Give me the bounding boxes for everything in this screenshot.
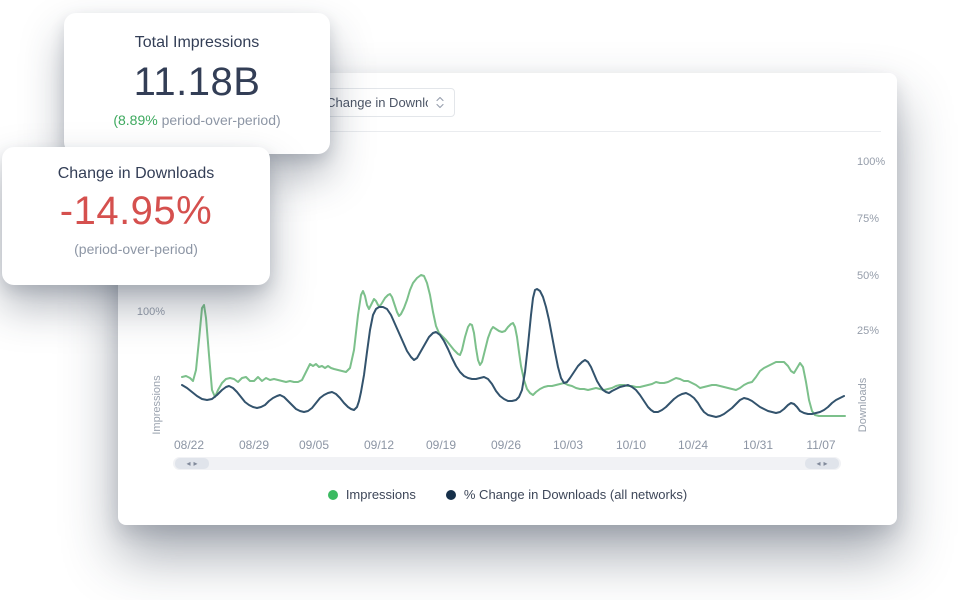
x-axis-tick: 09/19 [425, 438, 457, 452]
chart-panel: % Change in Downloads 100% 100% 75% 50% 25%… [118, 73, 897, 525]
range-scrollbar-right-handle[interactable]: ◂ ▸ [805, 458, 839, 469]
right-axis-tick: 100% [857, 156, 886, 168]
metric-select-value: % Change in Downloads [311, 95, 428, 110]
right-axis-ticks: 100% 75% 50% 25% [857, 140, 895, 435]
select-caret-icon [436, 96, 444, 109]
legend-item-downloads[interactable]: % Change in Downloads (all networks) [445, 487, 688, 502]
plot-area [175, 140, 846, 435]
impressions-legend-dot [327, 489, 338, 500]
card-title: Change in Downloads [57, 165, 215, 182]
chart-legend: Impressions % Change in Downloads (all n… [118, 487, 897, 502]
line-chart [181, 274, 846, 418]
range-scrollbar-left-handle[interactable]: ◂ ▸ [175, 458, 209, 469]
x-axis-tick: 09/12 [363, 438, 395, 452]
toolbar-divider [135, 131, 881, 132]
left-axis-title: Impressions [151, 375, 163, 435]
x-axis-labels: 08/22 08/29 09/05 09/12 09/19 09/26 10/03 10/10… [173, 437, 845, 453]
x-axis-tick: 10/10 [615, 438, 647, 452]
x-axis-tick: 10/24 [677, 438, 709, 452]
right-axis-tick: 50% [857, 270, 880, 282]
impressions-delta: (8.89% [113, 112, 158, 128]
downloads-line [181, 288, 845, 418]
change-in-downloads-value: -14.95% [59, 189, 213, 233]
impressions-delta-rest: period-over-period) [157, 112, 281, 128]
right-axis-tick: 25% [857, 325, 880, 337]
total-impressions-value: 11.18B [133, 60, 261, 104]
downloads-legend-dot [445, 489, 456, 500]
x-axis-tick: 10/03 [552, 438, 584, 452]
x-axis-tick: 09/26 [490, 438, 522, 452]
x-axis-tick: 09/05 [298, 438, 330, 452]
scroll-right-arrow-icon: ▸ [823, 459, 828, 468]
scroll-right-arrow-icon: ▸ [193, 459, 198, 468]
impressions-legend-label: Impressions [345, 487, 416, 502]
left-axis-tick: 100% [136, 306, 165, 318]
x-axis-tick: 08/22 [173, 438, 205, 452]
downloads-legend-label: % Change in Downloads (all networks) [463, 487, 688, 502]
scroll-left-arrow-icon: ◂ [186, 459, 191, 468]
x-axis-tick: 11/07 [806, 438, 836, 452]
x-axis-tick: 08/29 [238, 438, 270, 452]
range-scrollbar-track[interactable]: ◂ ▸ ◂ ▸ [173, 457, 841, 470]
downloads-period-note: (period-over-period) [74, 241, 198, 257]
total-impressions-card: Total Impressions 11.18B (8.89% period-o… [64, 13, 330, 154]
change-in-downloads-card: Change in Downloads -14.95% (period-over… [2, 147, 270, 285]
right-axis-tick: 75% [857, 213, 880, 225]
impressions-period-note: (8.89% period-over-period) [64, 112, 330, 128]
card-title: Total Impressions [134, 34, 260, 51]
legend-item-impressions[interactable]: Impressions [327, 487, 416, 502]
scroll-left-arrow-icon: ◂ [816, 459, 821, 468]
impressions-line [181, 274, 846, 417]
x-axis-tick: 10/31 [742, 438, 774, 452]
right-axis-title: Downloads [857, 377, 869, 433]
